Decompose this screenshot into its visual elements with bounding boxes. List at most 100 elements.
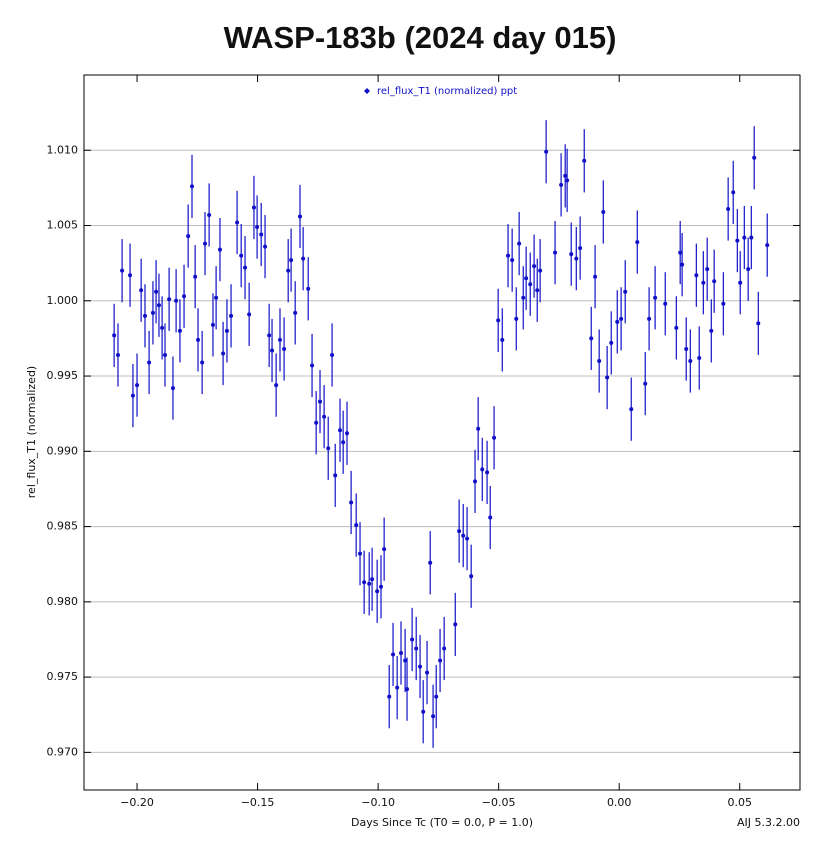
data-point (517, 241, 522, 246)
y-tick-label: 1.005 (47, 219, 79, 232)
y-tick-label: 1.000 (47, 294, 79, 307)
data-point (578, 246, 583, 251)
plot-frame (83, 74, 801, 791)
data-point (746, 267, 751, 272)
data-point (735, 238, 740, 243)
data-point (177, 328, 182, 333)
data-point (163, 352, 168, 357)
data-point (395, 685, 400, 690)
data-point (623, 289, 628, 294)
data-point (553, 250, 558, 255)
data-point (263, 244, 268, 249)
data-point (277, 337, 282, 342)
data-point (709, 328, 714, 333)
data-point (421, 709, 426, 714)
data-point (247, 312, 252, 317)
data-point (528, 282, 533, 287)
data-point (697, 355, 702, 360)
data-point (333, 473, 338, 478)
y-tick-label: 0.995 (47, 369, 79, 382)
data-point (298, 214, 303, 219)
data-point (418, 664, 423, 669)
data-point (480, 467, 485, 472)
data-point (425, 670, 430, 675)
data-point (428, 560, 433, 565)
data-point (243, 265, 248, 270)
data-point (574, 256, 579, 261)
data-point (619, 316, 624, 321)
data-point (684, 346, 689, 351)
data-point (731, 190, 736, 195)
data-point (182, 294, 187, 299)
data-point (224, 328, 229, 333)
data-point (142, 313, 147, 318)
data-point (752, 155, 757, 160)
data-point (150, 310, 155, 315)
data-point (405, 687, 410, 692)
data-point (170, 386, 175, 391)
data-point (488, 515, 493, 520)
data-point (217, 247, 222, 252)
data-point (453, 622, 458, 627)
data-point (370, 577, 375, 582)
data-point (322, 414, 327, 419)
data-point (251, 205, 256, 210)
data-point (414, 646, 419, 651)
y-tick-label: 0.990 (47, 444, 79, 457)
data-point (186, 234, 191, 239)
data-point (663, 301, 668, 306)
data-point (605, 375, 610, 380)
x-tick-label: −0.15 (241, 796, 275, 809)
data-point (167, 297, 172, 302)
data-point (514, 316, 519, 321)
data-point (341, 440, 346, 445)
data-point (338, 428, 343, 433)
data-point (112, 333, 117, 338)
data-point (492, 435, 497, 440)
data-point (485, 470, 490, 475)
data-point (510, 258, 515, 263)
data-point (647, 316, 652, 321)
data-point (473, 479, 478, 484)
data-point (207, 212, 212, 217)
data-point (597, 359, 602, 363)
data-point (200, 360, 205, 365)
data-point (115, 352, 120, 357)
data-point (147, 360, 152, 365)
y-tick-label: 1.010 (47, 143, 79, 156)
data-point (128, 273, 133, 278)
data-point (391, 652, 396, 657)
x-axis-label: Days Since Tc (T0 = 0.0, P = 1.0) (351, 816, 533, 829)
data-point (563, 173, 568, 178)
data-point (310, 363, 315, 368)
data-point (532, 264, 537, 269)
data-point (438, 658, 443, 663)
x-tick-label: 0.05 (727, 796, 752, 809)
data-point (565, 178, 570, 183)
data-point (255, 225, 260, 230)
data-point (221, 351, 226, 356)
data-point (469, 574, 474, 579)
data-point (174, 298, 179, 303)
data-point (721, 301, 726, 306)
data-point (701, 280, 706, 285)
y-tick-label: 0.970 (47, 745, 79, 758)
data-point (629, 407, 634, 412)
data-point (160, 325, 165, 330)
data-point (259, 232, 264, 237)
x-tick-label: −0.05 (482, 796, 516, 809)
data-point (674, 325, 679, 330)
data-point (738, 280, 743, 285)
data-point (403, 658, 408, 663)
y-axis-label: rel_flux_T1 (normalized) (25, 366, 38, 498)
data-point (326, 446, 331, 451)
data-point (496, 318, 501, 323)
y-tick-label: 0.985 (47, 520, 79, 533)
data-point (210, 322, 215, 327)
legend-label: rel_flux_T1 (normalized) ppt (377, 86, 517, 97)
data-point (293, 310, 298, 315)
data-point (678, 250, 683, 255)
data-point (593, 274, 598, 279)
data-point (589, 336, 594, 341)
data-point (154, 289, 159, 294)
